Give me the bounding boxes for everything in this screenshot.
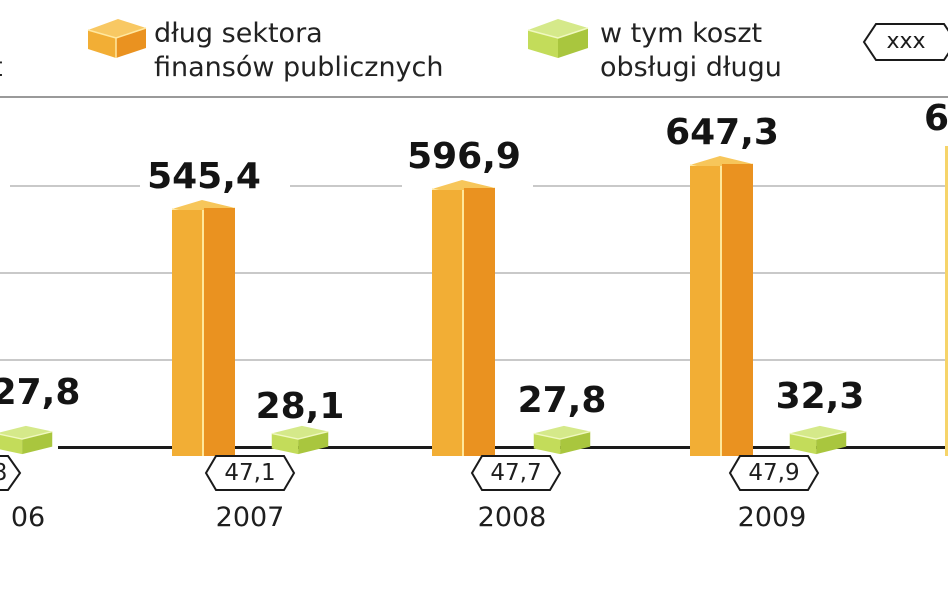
- debt-value-2007: 545,4: [147, 156, 261, 197]
- year-label-2006: 06: [10, 502, 46, 533]
- share-value-2008: 47,7: [490, 460, 542, 486]
- green-box-2007: [271, 425, 329, 455]
- legend-debt-line2: finansów publicznych: [154, 52, 444, 83]
- debt-bar-2007: [171, 200, 236, 456]
- legend-partial-text: t: [0, 52, 3, 84]
- debt-bar-2009: [689, 156, 754, 456]
- debt-bar-2008: [431, 180, 496, 456]
- legend-item-share: xxx: [862, 22, 948, 62]
- share-value-2007: 47,1: [224, 460, 276, 486]
- debt-value-2008: 596,9: [407, 136, 521, 177]
- legend-debt-line1: dług sektora: [154, 18, 323, 49]
- cost-value-2006: 27,8: [0, 372, 81, 413]
- share-value-2006: 8: [0, 454, 46, 492]
- share-hex-2009: 47,9: [728, 454, 820, 492]
- orange-box-icon: [87, 19, 147, 58]
- gridline: [10, 185, 140, 187]
- year-label-2009: 2009: [737, 502, 807, 533]
- share-value-2009: 47,9: [748, 460, 800, 486]
- year-label-2008: 2008: [477, 502, 547, 533]
- share-hex-2006: 8: [0, 454, 22, 492]
- green-box-icon: [527, 19, 589, 58]
- baseline: [58, 446, 948, 449]
- green-box-2009: [789, 425, 847, 455]
- cost-value-2009: 32,3: [775, 376, 865, 417]
- debt-value-2010: 6: [924, 98, 948, 139]
- share-hex-2008: 47,7: [470, 454, 562, 492]
- legend-debt-service-line2: obsługi długu: [600, 52, 782, 83]
- green-box-2006: [0, 425, 53, 455]
- share-hex-2007: 47,1: [204, 454, 296, 492]
- legend-debt-service-line1: w tym koszt: [600, 18, 763, 49]
- legend-separator-line: [0, 96, 948, 98]
- green-box-2008: [533, 425, 591, 455]
- legend-share-label: xxx: [886, 29, 926, 54]
- debt-value-2009: 647,3: [665, 112, 779, 153]
- year-label-2007: 2007: [215, 502, 285, 533]
- gridline: [290, 185, 402, 187]
- hexagon-label-icon: [862, 23, 948, 61]
- cost-value-2008: 27,8: [517, 380, 607, 421]
- debt-bar-2010-edge: [945, 146, 948, 456]
- cost-value-2007: 28,1: [255, 386, 345, 427]
